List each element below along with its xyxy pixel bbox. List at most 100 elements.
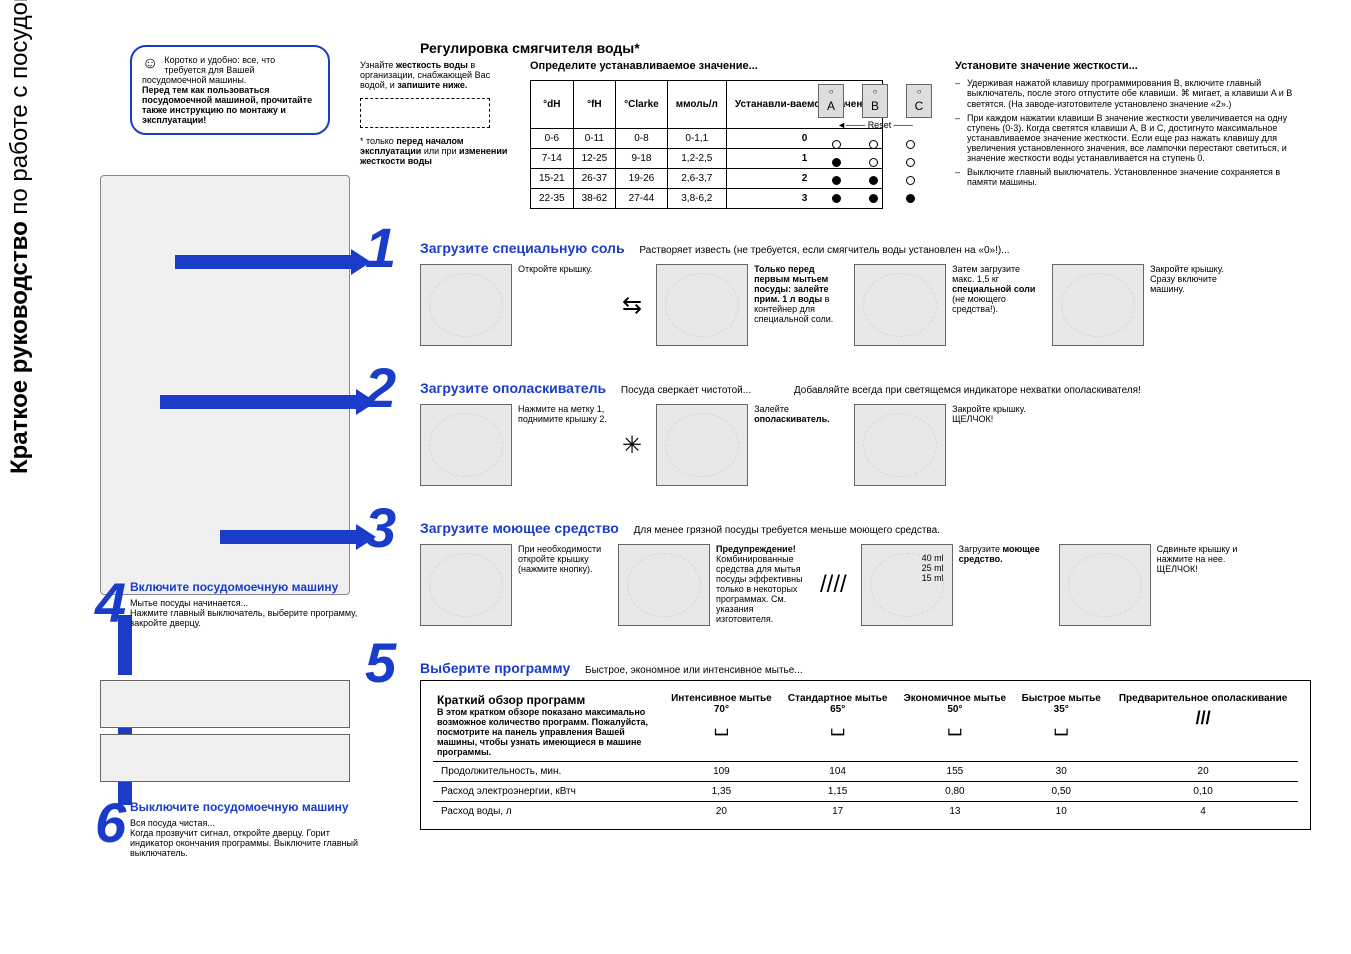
program-col-header: Стандартное мытье65°⌴: [780, 689, 896, 762]
sect5-title: Выберите программу: [420, 660, 570, 676]
determine-value-heading: Определите устанавливаемое значение...: [530, 60, 758, 72]
step: Нажмите на метку 1, поднимите крышку 2.: [420, 404, 608, 486]
step4-title: Включите посудомоечную машину: [130, 580, 370, 594]
program-col-header: Быстрое мытье35°⌴: [1014, 689, 1108, 762]
progtable-desc: Краткий обзор программВ этом кратком обз…: [433, 689, 663, 762]
abc-indicator: ABC ◄─── Reset ───: [818, 84, 932, 212]
indicator-dot: [869, 140, 878, 149]
sect3-title: Загрузите моющее средство: [420, 520, 619, 536]
step4-body: Мытье посуды начинается...Нажмите главны…: [130, 598, 370, 628]
abc-box: A: [818, 84, 844, 118]
hardness-instruction: Узнайте жесткость воды в организации, сн…: [360, 60, 515, 166]
set-hardness-heading: Установите значение жесткости...: [955, 60, 1138, 72]
section-program: Выберите программу Быстрое, экономное ил…: [420, 660, 1311, 676]
indicator-dot: [832, 176, 841, 185]
control-panel-image: [100, 680, 350, 790]
set-hardness-list: Удерживая нажатой клавишу программирован…: [955, 78, 1305, 191]
indicator-dot: [869, 194, 878, 203]
step6-body: Вся посуда чистая...Когда прозвучит сигн…: [130, 818, 370, 858]
step-illustration: [854, 404, 946, 486]
main-heading: Регулировка смягчителя воды*: [420, 40, 640, 56]
step: 40 ml 25 ml 15 mlЗагрузите моющее средст…: [861, 544, 1049, 626]
step: Закройте крышку. Сразу включите машину.: [1052, 264, 1240, 346]
step-text: При необходимости откройте крышку (нажми…: [518, 544, 608, 626]
step-text: Откройте крышку.: [518, 264, 608, 346]
title-thin: по работе с посудомоечной машиной: [6, 0, 33, 215]
program-table-wrap: Краткий обзор программВ этом кратком обз…: [420, 680, 1311, 830]
arrow-2: [160, 395, 360, 409]
abc-box: C: [906, 84, 932, 118]
step-symbol-icon: ✳: [622, 431, 642, 460]
callout-line2: Перед тем как пользоваться посудомоечной…: [142, 85, 312, 125]
ht-header: °fH: [573, 81, 616, 129]
step-illustration: [854, 264, 946, 346]
instruction-item: При каждом нажатии клавиши B значение же…: [955, 113, 1305, 163]
step-text: Предупреждение! Комбинированные средства…: [716, 544, 806, 626]
step-illustration: 40 ml 25 ml 15 ml: [861, 544, 953, 626]
abc-box: B: [862, 84, 888, 118]
step-text: Залейте ополаскиватель.: [754, 404, 844, 486]
section-detergent: Загрузите моющее средство Для менее гряз…: [420, 520, 1311, 626]
instruction-item: Удерживая нажатой клавишу программирован…: [955, 78, 1305, 109]
indicator-dot: [906, 194, 915, 203]
step-illustration: [656, 264, 748, 346]
step-symbol-icon: ⇆: [622, 291, 642, 320]
step-illustration: [618, 544, 710, 626]
reset-label: ◄─── Reset ───: [818, 120, 932, 130]
indicator-dot: [832, 194, 841, 203]
program-col-header: Предварительное ополаскивание///: [1108, 689, 1298, 762]
manual-page: Краткое руководство по работе с посудомо…: [0, 0, 1351, 954]
step: Закройте крышку. ЩЕЛЧОК!: [854, 404, 1042, 486]
step: Залейте ополаскиватель.: [656, 404, 844, 486]
arrow-1: [175, 255, 355, 269]
step-text: Сдвиньте крышку и нажмите на нее. ЩЕЛЧОК…: [1157, 544, 1247, 626]
step: При необходимости откройте крышку (нажми…: [420, 544, 608, 626]
callout-line1: Коротко и удобно: все, что требуется для…: [142, 55, 275, 85]
step: Сдвиньте крышку и нажмите на нее. ЩЕЛЧОК…: [1059, 544, 1247, 626]
step6-title: Выключите посудомоечную машину: [130, 800, 370, 814]
step-text: Только перед первым мытьем посуды: залей…: [754, 264, 844, 346]
step: Предупреждение! Комбинированные средства…: [618, 544, 806, 626]
step-text: Загрузите моющее средство.: [959, 544, 1049, 626]
write-hardness-box: [360, 98, 490, 128]
indicator-dot: [832, 140, 841, 149]
step-illustration: [656, 404, 748, 486]
sect3-sub: Для менее грязной посуды требуется меньш…: [634, 525, 940, 536]
smiley-icon: ☺: [142, 55, 158, 73]
step: Откройте крышку.: [420, 264, 608, 346]
step-illustration: [420, 404, 512, 486]
step-text: Нажмите на метку 1, поднимите крышку 2.: [518, 404, 608, 486]
section-rinse: Загрузите ополаскиватель Посуда сверкает…: [420, 380, 1311, 486]
indicator-dot: [906, 140, 915, 149]
step-illustration: [420, 264, 512, 346]
step-symbol-icon: ////: [820, 571, 847, 599]
ht-header: °dH: [531, 81, 574, 129]
ht-header: °Clarke: [616, 81, 668, 129]
cp-top: [100, 680, 350, 728]
sect2-sub: Посуда сверкает чистотой...: [621, 385, 751, 396]
program-col-header: Интенсивное мытье70°⌴: [663, 689, 780, 762]
arrow-3: [220, 530, 360, 544]
vertical-title: Краткое руководство по работе с посудомо…: [6, 0, 34, 474]
cp-bottom: [100, 734, 350, 782]
program-col-header: Экономичное мытье50°⌴: [895, 689, 1014, 762]
sect1-title: Загрузите специальную соль: [420, 240, 625, 256]
ht-header: ммоль/л: [667, 81, 726, 129]
step: Только перед первым мытьем посуды: залей…: [656, 264, 844, 346]
step-illustration: [1052, 264, 1144, 346]
step-text: Закройте крышку. Сразу включите машину.: [1150, 264, 1240, 346]
step: Затем загрузите макс. 1,5 кг специальной…: [854, 264, 1042, 346]
instruction-item: Выключите главный выключатель. Установле…: [955, 167, 1305, 187]
step-illustration: [1059, 544, 1151, 626]
step-illustration: [420, 544, 512, 626]
indicator-dot: [869, 158, 878, 167]
title-bold: Краткое руководство: [6, 221, 33, 474]
indicator-dot: [869, 176, 878, 185]
sect5-sub: Быстрое, экономное или интенсивное мытье…: [585, 665, 803, 676]
sect2-title: Загрузите ополаскиватель: [420, 380, 606, 396]
step-4: Включите посудомоечную машину Мытье посу…: [130, 580, 370, 628]
step-text: Затем загрузите макс. 1,5 кг специальной…: [952, 264, 1042, 346]
step-text: Закройте крышку. ЩЕЛЧОК!: [952, 404, 1042, 486]
step-number-5: 5: [365, 630, 396, 695]
indicator-dot: [906, 158, 915, 167]
